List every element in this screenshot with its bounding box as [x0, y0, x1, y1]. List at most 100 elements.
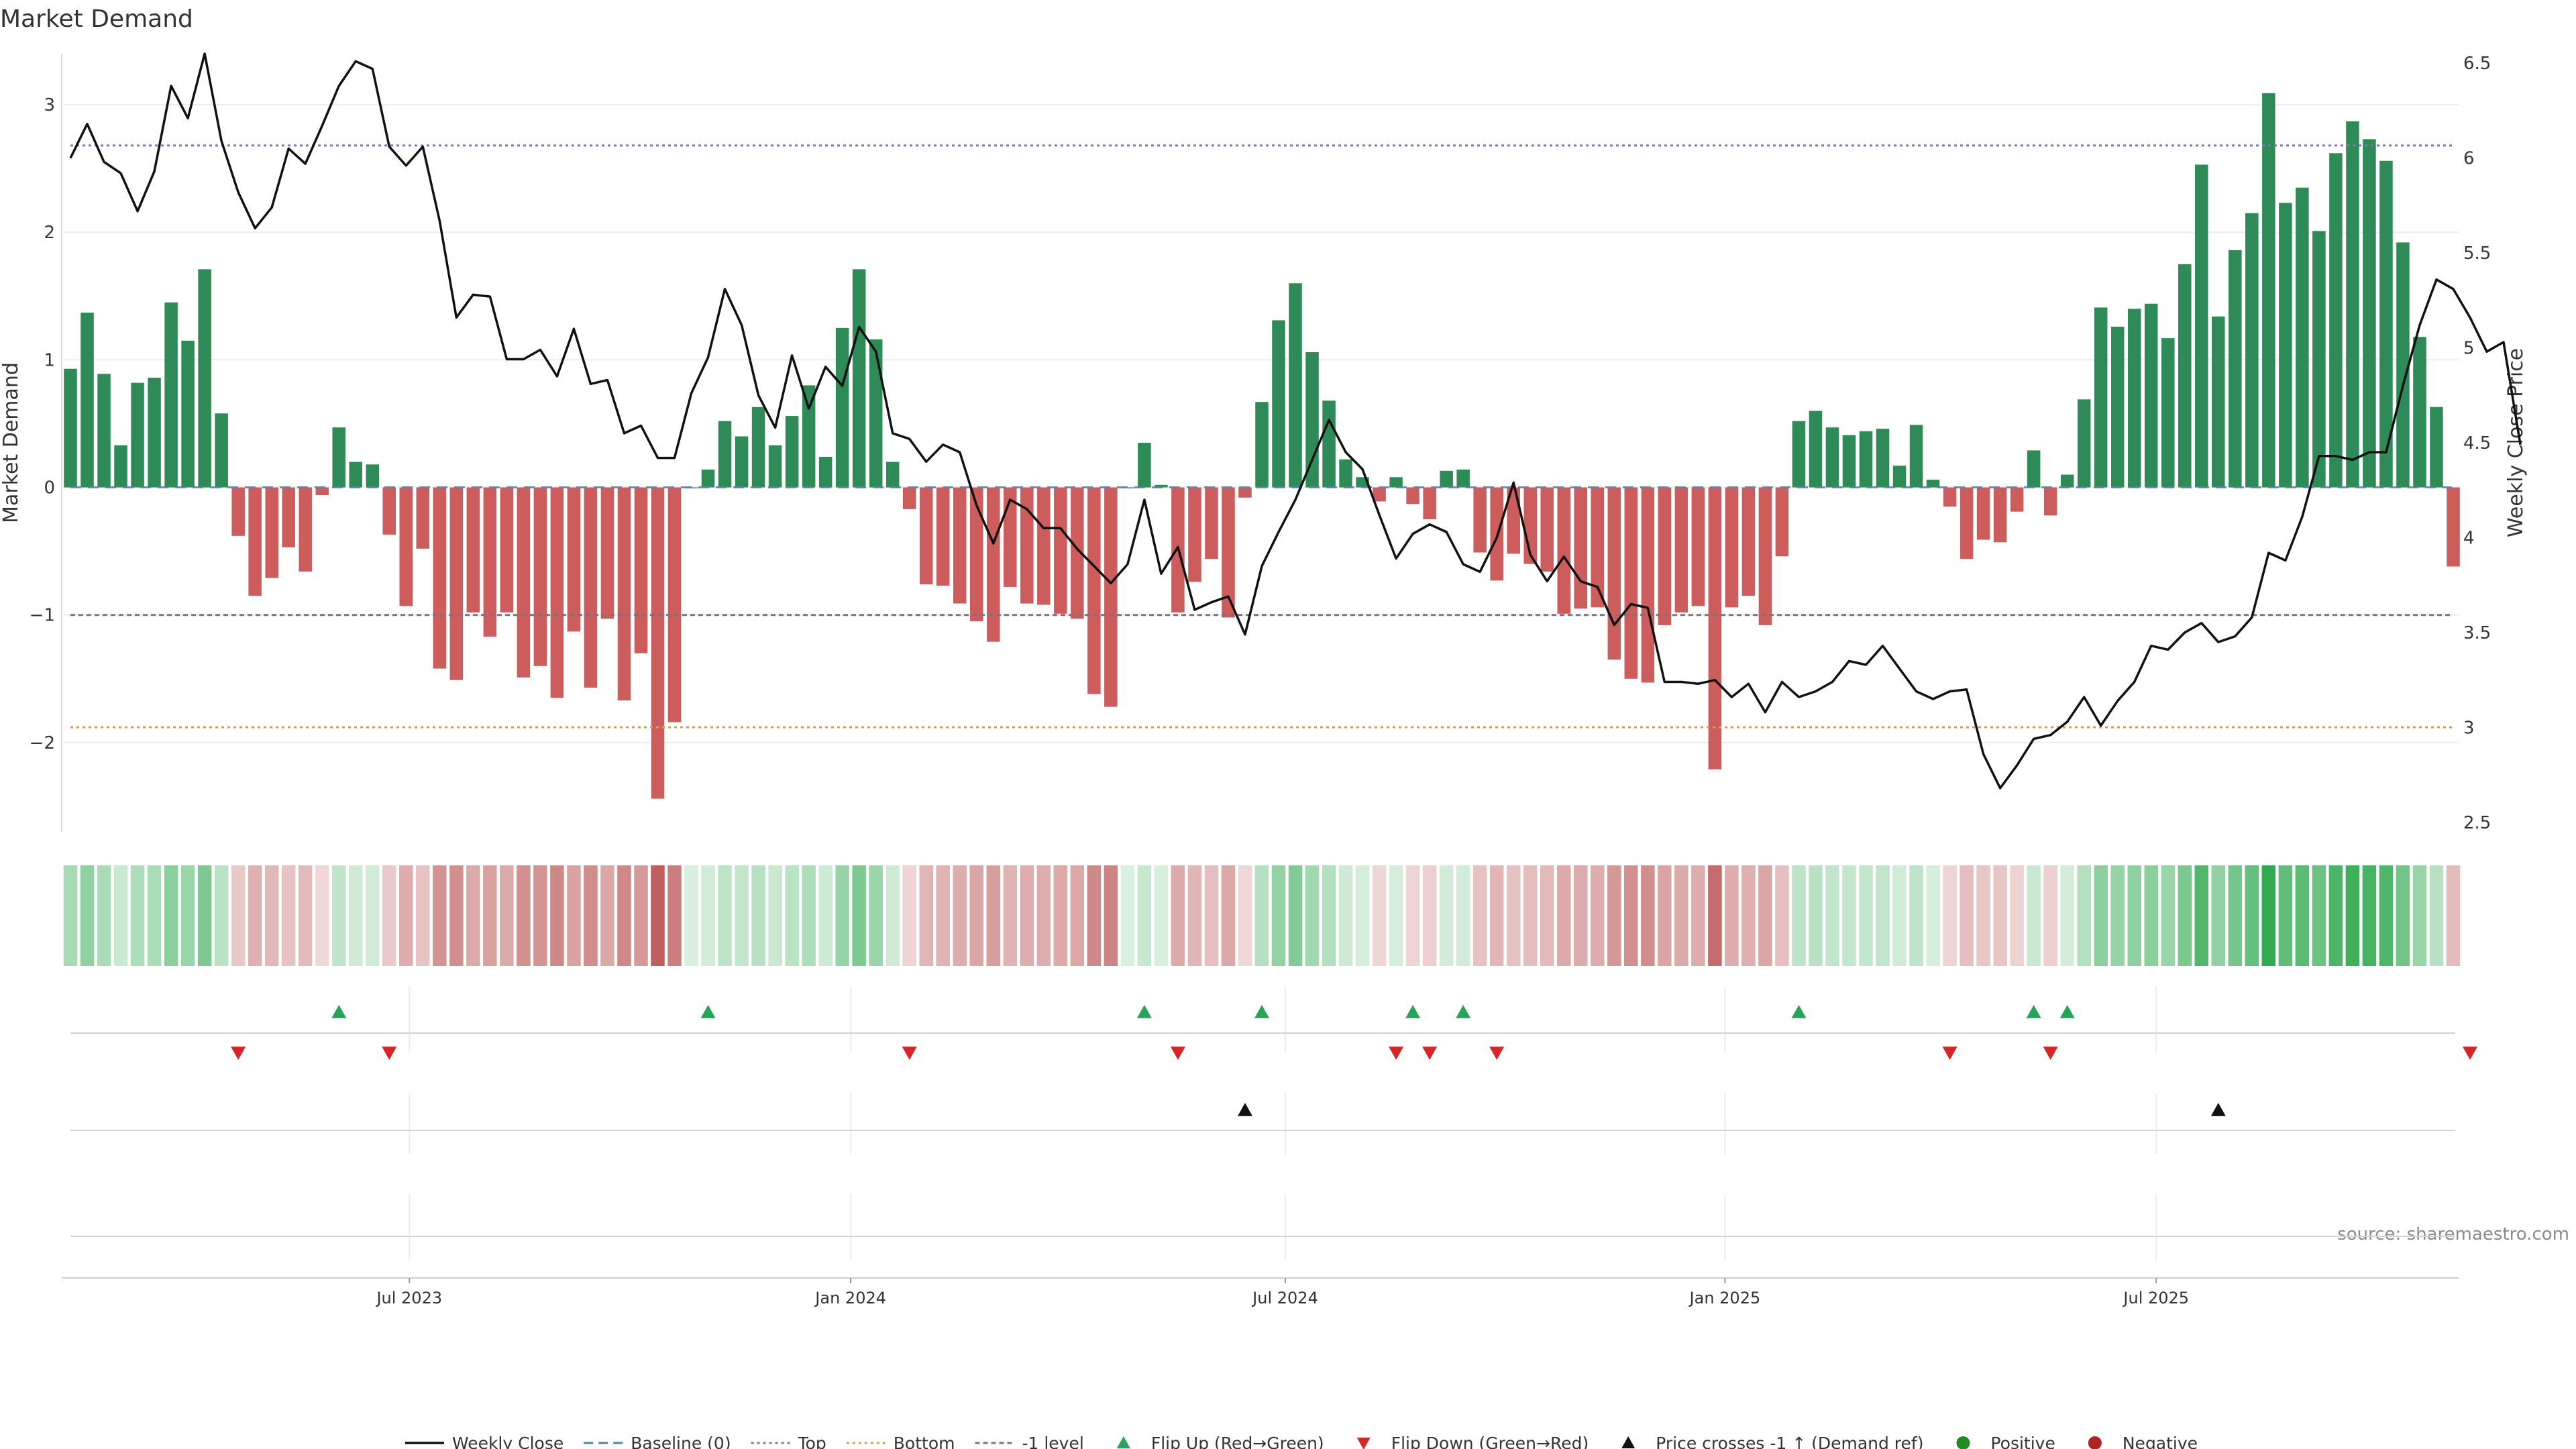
y-left-tick-label: 1	[44, 350, 55, 370]
heat-strip-cell	[1020, 865, 1034, 966]
y-right-tick-label: 3.5	[2463, 623, 2491, 643]
demand-bar	[2127, 309, 2141, 488]
heat-strip-cell	[718, 865, 732, 966]
demand-bar	[1339, 459, 1352, 488]
demand-bar	[818, 456, 833, 488]
heat-strip-cell	[2245, 865, 2259, 966]
demand-bar	[550, 487, 564, 698]
legend-item-positive: Positive	[1956, 1434, 2055, 1449]
heat-strip-cell	[852, 865, 866, 966]
demand-bar	[1507, 487, 1520, 554]
demand-bar	[315, 487, 329, 495]
demand-bar	[987, 487, 1000, 642]
heat-strip-cell	[180, 865, 195, 966]
heat-strip-cell	[1221, 865, 1236, 966]
demand-bar	[114, 445, 127, 488]
demand-bar	[1373, 487, 1386, 502]
demand-bar	[181, 340, 195, 488]
heat-strip-cell	[2228, 865, 2243, 966]
legend-label: Positive	[1990, 1434, 2055, 1449]
heat-strip-cell	[231, 865, 246, 966]
demand-bar	[1557, 487, 1571, 614]
heat-strip-cell	[1943, 865, 1957, 966]
demand-bar	[2212, 316, 2225, 488]
y-left-tick-label: −1	[30, 606, 55, 626]
demand-bar	[701, 469, 715, 488]
heat-strip-cell	[1053, 865, 1068, 966]
heat-strip-cell	[1691, 865, 1705, 966]
heat-strip-cell	[466, 865, 480, 966]
heat-strip-cell	[1859, 865, 1873, 966]
demand-bar	[80, 313, 94, 488]
demand-bar	[1138, 443, 1151, 488]
heat-strip-cell	[1506, 865, 1521, 966]
demand-bar	[1741, 487, 1756, 596]
demand-bar	[567, 487, 581, 632]
heat-strip-cell	[1725, 865, 1739, 966]
demand-bar	[533, 487, 547, 666]
heat-strip-cell	[584, 865, 598, 966]
heat-strip-cell	[1422, 865, 1437, 966]
heat-strip-cell	[735, 865, 749, 966]
y-axis-right-label: Weekly Close Price	[2504, 348, 2528, 537]
demand-bar	[2447, 487, 2460, 567]
heat-strip-cell	[651, 865, 665, 966]
heat-strip-cell	[1658, 865, 1672, 966]
x-tick-label: Jul 2023	[375, 1289, 442, 1307]
heat-strip-cell	[214, 865, 229, 966]
demand-bar	[1725, 487, 1739, 608]
heat-strip-cell	[2412, 865, 2427, 966]
x-tick-label: Jul 2025	[2122, 1289, 2189, 1307]
y-left-tick-label: 0	[44, 478, 55, 498]
demand-bar	[1792, 421, 1806, 488]
y-right-tick-label: 6.5	[2463, 54, 2491, 74]
heat-strip-cell	[164, 865, 178, 966]
flip-down-marker	[1389, 1046, 1404, 1060]
heat-strip-cell	[113, 865, 128, 966]
heat-strip-cell	[1540, 865, 1554, 966]
heat-strip-cell	[1254, 865, 1269, 966]
legend-label: Weekly Close	[452, 1434, 564, 1449]
y-left-tick-label: 2	[44, 223, 55, 243]
demand-bar	[332, 427, 345, 488]
demand-bar	[1222, 487, 1235, 618]
heat-strip-cell	[2396, 865, 2410, 966]
heat-strip-cell	[902, 865, 916, 966]
heat-strip-cell	[768, 865, 782, 966]
heat-strip-cell	[600, 865, 614, 966]
demand-bar	[1155, 484, 1168, 488]
demand-bar	[1641, 487, 1655, 683]
heat-strip-cell	[1892, 865, 1907, 966]
demand-bar	[2010, 487, 2024, 512]
flip-up-marker	[1136, 1005, 1152, 1018]
demand-bar	[2279, 203, 2292, 488]
demand-bar	[751, 407, 765, 488]
legend-item-top: Top	[751, 1434, 826, 1449]
demand-bar	[2043, 487, 2057, 516]
heat-strip-cell	[2144, 865, 2159, 966]
demand-bar	[215, 413, 228, 488]
legend-swatch	[1116, 1436, 1130, 1448]
demand-bar	[466, 487, 480, 612]
y-right-tick-label: 6	[2463, 149, 2475, 169]
demand-bar	[399, 487, 413, 606]
demand-bar	[2262, 93, 2275, 488]
demand-bar	[1540, 487, 1554, 572]
demand-bar	[2229, 250, 2242, 488]
heat-strip-cell	[2077, 865, 2091, 966]
legend-item-close: Weekly Close	[405, 1434, 564, 1449]
y-right-tick-label: 4.5	[2463, 433, 2491, 453]
demand-bar	[970, 487, 983, 622]
heat-strip-cell	[1960, 865, 1974, 966]
legend-item-flipdown: Flip Down (Green→Red)	[1356, 1434, 1589, 1449]
demand-bar	[433, 487, 447, 669]
y-axis-left-label: Market Demand	[0, 362, 23, 523]
heat-strip-cell	[130, 865, 145, 966]
demand-bar	[198, 269, 211, 488]
demand-bar	[1188, 487, 1201, 582]
heat-strip-cell	[1204, 865, 1219, 966]
demand-bar	[382, 487, 396, 535]
demand-bar	[1272, 320, 1285, 488]
heat-strip-cell	[2446, 865, 2461, 966]
